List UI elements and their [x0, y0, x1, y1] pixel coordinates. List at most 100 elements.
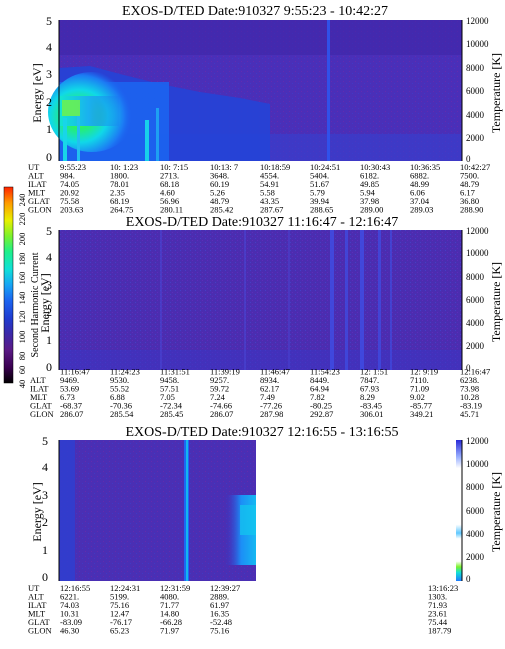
panel-1-streak-d — [156, 108, 159, 161]
orbit-cell-p2-c5-r4: -80.25 — [310, 401, 332, 411]
orbit-cell-p2-c6-r5: 306.01 — [360, 409, 383, 419]
orbit-cell-p1-c6-r5: 289.00 — [360, 205, 383, 215]
orbit-cell-p3-c3-r5: 75.16 — [210, 626, 229, 636]
orbit-cell-p3-c4-r4: 75.44 — [428, 617, 448, 627]
orbit-cell-p3-c1-r5: 65.23 — [110, 626, 129, 636]
panel-2-ytick-3: 3 — [46, 278, 52, 292]
orbit-cell-p1-c4-r1: 4554. — [260, 171, 279, 181]
orbit-cell-p2-c5-r2: 64.94 — [310, 384, 330, 394]
orbit-cell-p1-c5-r4: 39.94 — [310, 196, 330, 206]
panel-1-streak-b — [77, 116, 80, 161]
panel-3-y2tick-8000: 8000 — [466, 482, 485, 492]
panel-3-ytick-4: 4 — [42, 460, 48, 474]
orbit-cell-p3-c4-r3: 23.61 — [428, 609, 447, 619]
orbit-cell-p3-c0-r3: 10.31 — [60, 609, 79, 619]
panel-3-y2label: Temperature [K] — [489, 472, 503, 552]
colorbar-tick-80: 80 — [17, 352, 27, 361]
orbit-cell-p3-c1-r1: 5199. — [110, 592, 129, 602]
colorbar-tick-120: 120 — [17, 311, 27, 324]
orbit-cell-p3-c0-r4: -83.09 — [60, 617, 82, 627]
panel-3-ytick-0: 0 — [42, 570, 48, 584]
panel-1-green-core — [62, 100, 80, 116]
orbit-cell-p1-c8-r5: 288.90 — [460, 205, 483, 215]
orbit-cell-p2-c1-r1: 9530. — [110, 375, 129, 385]
orbit-cell-p1-c6-r0: 10:30:43 — [360, 162, 390, 172]
panel-3-y-axis-right: 12000 10000 8000 6000 4000 2000 0 Temper… — [461, 436, 503, 584]
panel-3-y-axis-left: 5 4 3 2 1 0 Energy [eV] — [30, 434, 60, 584]
orbit-cell-p2-c7-r3: 9.02 — [410, 392, 425, 402]
orbit-cell-p2-c1-r2: 55.52 — [110, 384, 129, 394]
colorbar-tick-200: 200 — [17, 233, 27, 246]
panel-2-bright-line-4 — [378, 230, 381, 370]
orbit-cell-p1-c7-r5: 289.03 — [410, 205, 433, 215]
orbit-cell-p2-c4-r0: 11:46:47 — [260, 367, 290, 377]
panel-1-y2label: Temperature [K] — [489, 53, 503, 133]
panel-3-ylabel: Energy [eV] — [30, 482, 44, 541]
orbit-cell-p1-c3-r0: 10:13: 7 — [210, 162, 238, 172]
panel-2-texture — [59, 230, 462, 370]
orbit-cell-p1-c6-r2: 49.85 — [360, 179, 379, 189]
orbit-cell-p1-c8-r4: 36.80 — [460, 196, 479, 206]
orbit-cell-p3-c0-r2: 74.03 — [60, 600, 79, 610]
panel-3-y2tick-6000: 6000 — [466, 506, 485, 516]
orbit-cell-p2-c2-r1: 9458. — [160, 375, 179, 385]
panel-2-row-label-ilat: ILAT — [30, 384, 49, 394]
orbit-cell-p1-c8-r3: 6.17 — [460, 188, 475, 198]
orbit-cell-p1-c1-r5: 264.75 — [110, 205, 133, 215]
panel-2-ytick-1: 1 — [46, 333, 52, 347]
panel-3-y2tick-4000: 4000 — [466, 529, 485, 539]
panel-1-row-label-ut: UT — [28, 162, 40, 172]
panel-3-left-blue-edge — [59, 440, 75, 581]
panel-1: EXOS-D/TED Date:910327 9:55:23 - 10:42:2… — [28, 4, 503, 215]
panel-3-temperature-strip — [456, 440, 462, 581]
orbit-cell-p1-c3-r2: 60.19 — [210, 179, 229, 189]
orbit-cell-p2-c2-r2: 57.51 — [160, 384, 179, 394]
orbit-cell-p1-c2-r5: 280.11 — [160, 205, 183, 215]
orbit-cell-p1-c6-r1: 6182. — [360, 171, 379, 181]
orbit-cell-p1-c2-r2: 68.18 — [160, 179, 179, 189]
orbit-cell-p2-c2-r0: 11:31:51 — [160, 367, 190, 377]
panel-1-ylabel: Energy [eV] — [30, 63, 44, 122]
panel-1-row-label-glon: GLON — [28, 205, 52, 215]
orbit-cell-p1-c0-r4: 75.58 — [60, 196, 79, 206]
panel-1-ytick-4: 4 — [46, 40, 52, 54]
orbit-cell-p2-c3-r0: 11:39:19 — [210, 367, 240, 377]
panel-1-plot — [48, 20, 462, 161]
panel-3-y2tick-2000: 2000 — [466, 552, 485, 562]
panel-3-row-label-ut: UT — [28, 583, 40, 593]
orbit-cell-p3-c2-r1: 4080. — [160, 592, 179, 602]
orbit-cell-p2-c3-r3: 7.24 — [210, 392, 226, 402]
panel-2-bright-line-3 — [360, 230, 364, 370]
panel-1-ytick-1: 1 — [46, 122, 52, 136]
orbit-cell-p3-c4-r1: 1303. — [428, 592, 447, 602]
orbit-cell-p2-c7-r1: 7110. — [410, 375, 429, 385]
orbit-cell-p1-c3-r3: 5.26 — [210, 188, 225, 198]
orbit-cell-p2-c2-r3: 7.05 — [160, 392, 175, 402]
orbit-cell-p2-c8-r5: 45.71 — [460, 409, 479, 419]
panel-2-title: EXOS-D/TED Date:910327 11:16:47 - 12:16:… — [126, 215, 398, 230]
orbit-cell-p2-c8-r0: 12:16:47 — [460, 367, 490, 377]
panel-3-y2tick-10000: 10000 — [466, 459, 489, 469]
panel-2-ytick-4: 4 — [46, 250, 52, 264]
panel-3-vertical-line-core — [186, 440, 188, 581]
panel-1-title: EXOS-D/TED Date:910327 9:55:23 - 10:42:2… — [122, 4, 388, 19]
orbit-cell-p1-c4-r0: 10:18:59 — [260, 162, 290, 172]
panel-1-y2tick-0: 0 — [466, 154, 471, 164]
colorbar-tick-240: 240 — [17, 194, 27, 207]
orbit-cell-p2-c5-r0: 11:54:23 — [310, 367, 340, 377]
panel-3-plot — [59, 440, 462, 581]
panel-2-faint-line-1 — [160, 230, 162, 370]
panel-1-y-axis-left: 5 4 3 2 1 0 Energy [eV] — [30, 14, 60, 164]
orbit-cell-p1-c3-r4: 48.79 — [210, 196, 229, 206]
orbit-cell-p1-c1-r1: 1800. — [110, 171, 129, 181]
orbit-cell-p3-c4-r0: 13:16:23 — [428, 583, 458, 593]
colorbar-tick-220: 220 — [17, 213, 27, 226]
orbit-cell-p2-c4-r4: -77.26 — [260, 401, 282, 411]
orbit-cell-p1-c5-r2: 51.67 — [310, 179, 329, 189]
colorbar-tick-100: 100 — [17, 331, 27, 344]
orbit-cell-p2-c4-r5: 287.98 — [260, 409, 283, 419]
orbit-cell-p1-c5-r5: 288.65 — [310, 205, 333, 215]
orbit-cell-p2-c0-r1: 9469. — [60, 375, 79, 385]
panel-2-y2tick-0: 0 — [466, 363, 471, 373]
